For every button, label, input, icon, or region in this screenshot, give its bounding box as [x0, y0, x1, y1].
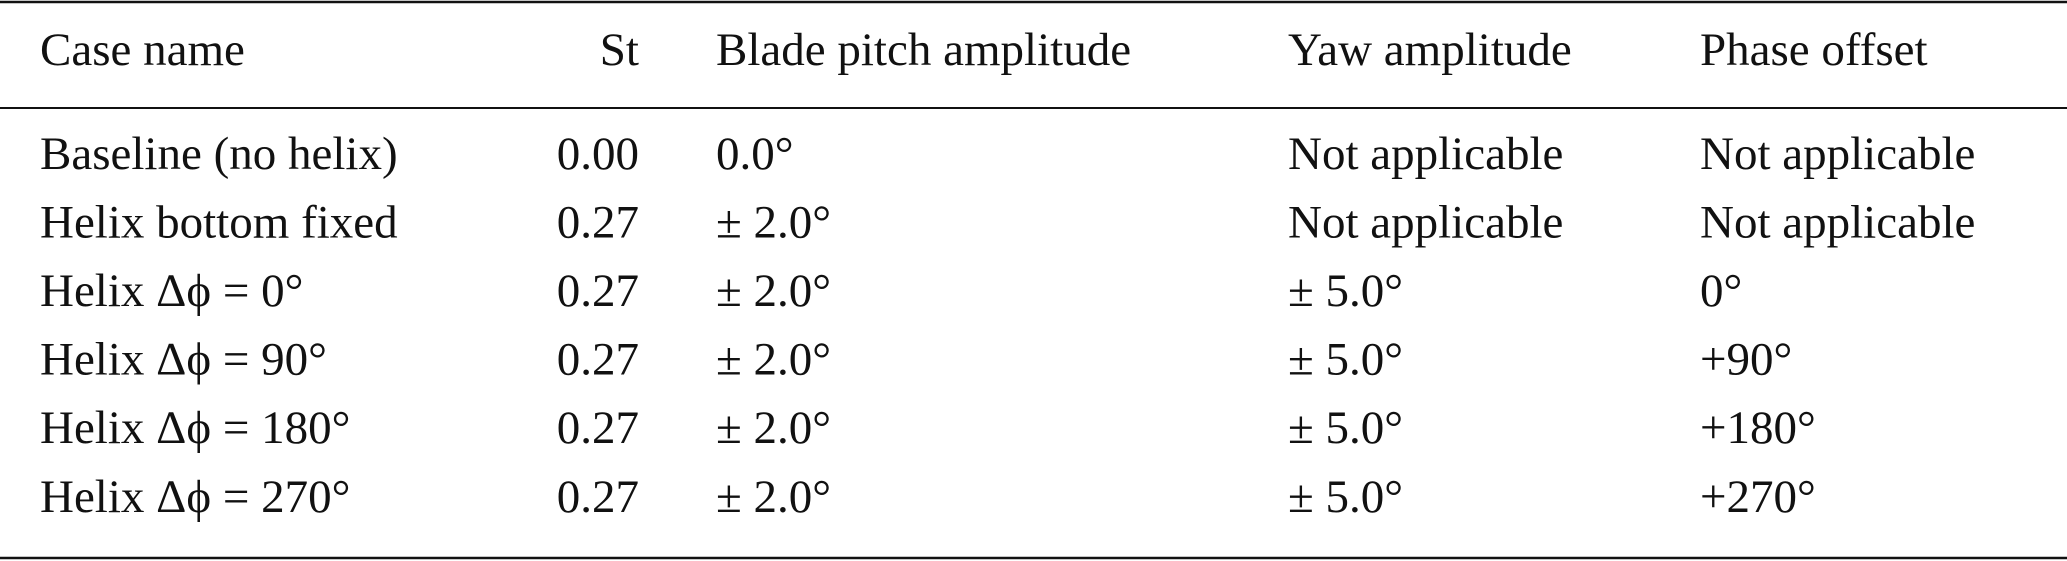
cell: Helix bottom fixed	[40, 196, 398, 248]
cell: ± 2.0°	[716, 334, 831, 386]
cell: ± 2.0°	[716, 471, 831, 523]
cell: ± 5.0°	[1288, 334, 1403, 386]
cell: Baseline (no helix)	[40, 128, 398, 180]
cell: 0.0°	[716, 128, 794, 180]
cell: 0.00	[557, 128, 639, 180]
cell: +180°	[1700, 402, 1816, 454]
cell: Not applicable	[1288, 196, 1563, 248]
cell: Not applicable	[1700, 128, 1975, 180]
header-cell: Blade pitch amplitude	[716, 24, 1131, 76]
cell: 0.27	[557, 471, 639, 523]
cell: 0.27	[557, 334, 639, 386]
cell: Helix Δϕ = 0°	[40, 265, 303, 317]
cell: ± 5.0°	[1288, 402, 1403, 454]
cell: 0.27	[557, 196, 639, 248]
cell: Helix Δϕ = 270°	[40, 471, 350, 523]
cell: Helix Δϕ = 180°	[40, 402, 350, 454]
cell: +90°	[1700, 334, 1792, 386]
cell: 0.27	[557, 265, 639, 317]
cell: ± 2.0°	[716, 265, 831, 317]
cell: +270°	[1700, 471, 1816, 523]
header-cell: St	[600, 24, 639, 76]
cell: 0°	[1700, 265, 1742, 317]
cell: Not applicable	[1288, 128, 1563, 180]
cell: ± 2.0°	[716, 196, 831, 248]
header-cell: Yaw amplitude	[1288, 24, 1572, 76]
cell: ± 2.0°	[716, 402, 831, 454]
cell: Not applicable	[1700, 196, 1975, 248]
cell: Helix Δϕ = 90°	[40, 334, 327, 386]
cell: ± 5.0°	[1288, 471, 1403, 523]
cell: ± 5.0°	[1288, 265, 1403, 317]
header-cell: Case name	[40, 24, 245, 76]
cell: 0.27	[557, 402, 639, 454]
header-cell: Phase offset	[1700, 24, 1928, 76]
